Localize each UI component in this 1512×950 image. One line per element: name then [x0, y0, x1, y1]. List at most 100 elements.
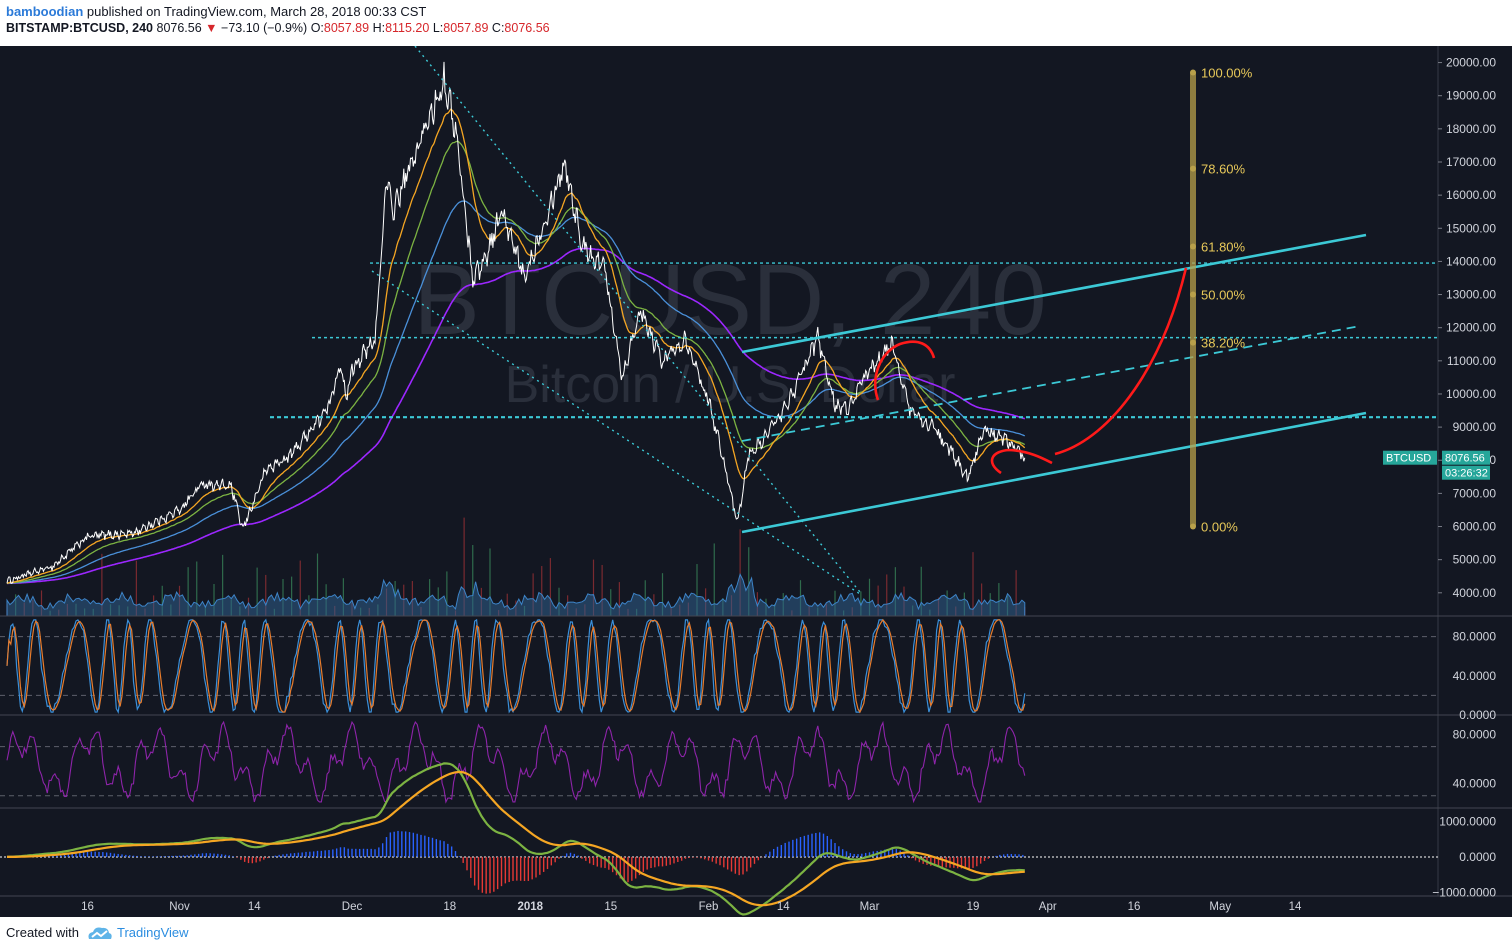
- time-tick-label: 2018: [517, 901, 543, 913]
- ascending-channel-top: [741, 233, 1367, 354]
- open-value: 8057.89: [323, 21, 370, 35]
- published-text: published on TradingView.com, March 28, …: [86, 4, 427, 19]
- chart-header: bamboodian published on TradingView.com,…: [0, 0, 1512, 46]
- time-tick-label: Dec: [342, 901, 363, 913]
- footer-brand-link[interactable]: TradingView: [117, 925, 189, 940]
- macd-tick-label: −1000.0000: [1432, 885, 1496, 899]
- time-tick-label: 14: [248, 901, 261, 913]
- price-tick-label: 16000.00: [1446, 188, 1496, 202]
- rsi-tick-label: 80.0000: [1453, 727, 1497, 741]
- price-tick-label: 18000.00: [1446, 122, 1496, 136]
- fib-level-label: 78.60%: [1201, 162, 1246, 177]
- time-tick-label: Mar: [860, 901, 880, 913]
- low-value: 8057.89: [443, 21, 489, 35]
- price-tick-label: 4000.00: [1453, 586, 1497, 600]
- price-tick-label: 13000.00: [1446, 288, 1496, 302]
- fib-level-marker: [1190, 243, 1196, 250]
- stochastic-tick-label: 40.0000: [1453, 669, 1497, 683]
- price-tick-label: 9000.00: [1453, 420, 1497, 434]
- descending-channel-bottom: [371, 270, 861, 595]
- macd-tick-label: 0.0000: [1459, 850, 1496, 864]
- fib-level-label: 0.00%: [1201, 520, 1238, 535]
- last-price-tag: [1442, 450, 1490, 465]
- time-tick-label: Nov: [169, 901, 190, 913]
- ema-mid-line: [6, 140, 1026, 585]
- price-change: −73.10 (−0.9%): [221, 21, 308, 35]
- rsi-line: [6, 720, 1026, 804]
- fib-level-label: 50.00%: [1201, 288, 1246, 303]
- countdown-tag: [1442, 465, 1490, 480]
- price-axis[interactable]: 4000.005000.006000.007000.008000.009000.…: [1383, 56, 1496, 900]
- time-tick-label: 18: [443, 901, 456, 913]
- stochastic-tick-label: 80.0000: [1453, 630, 1497, 644]
- price-pane[interactable]: 100.00% 78.60% 61.80% 50.00% 38.20% 0.00%: [0, 46, 1512, 897]
- countdown-label: 03:26:32: [1445, 468, 1488, 480]
- volume-ma-area: [6, 573, 1026, 617]
- fib-level-marker: [1190, 165, 1196, 172]
- fib-level-label: 100.00%: [1201, 66, 1253, 81]
- watermark-symbol: BTCUSD, 240: [413, 244, 1047, 356]
- time-axis[interactable]: 16 Nov 14 Dec 18 2018 15 Feb 14 Mar 19 Apr 16 May 14: [81, 901, 1302, 913]
- chart-canvas[interactable]: BTCUSD, 240 Bitcoin / U.S. Dollar 100.00…: [0, 46, 1512, 917]
- time-tick-label: 14: [1289, 901, 1302, 913]
- price-tick-label: 5000.00: [1453, 553, 1497, 567]
- ema-long-line: [6, 247, 1026, 585]
- projection-curve: [1054, 267, 1188, 456]
- top-arc: [873, 340, 936, 401]
- chart-background: [0, 46, 1512, 917]
- high-value: 8115.20: [385, 21, 430, 35]
- close-value: 8076.56: [504, 21, 550, 35]
- last-price-label: 8076.56: [1445, 453, 1485, 465]
- price-tick-label: 11000.00: [1447, 354, 1496, 368]
- price-tick-label: 17000.00: [1446, 155, 1496, 169]
- fib-level-marker: [1190, 339, 1196, 346]
- macd-signal-line: [7, 770, 1025, 907]
- price-tick-label: 15000.00: [1446, 221, 1496, 235]
- time-tick-label: May: [1209, 901, 1231, 913]
- time-tick-label: 16: [1128, 901, 1141, 913]
- price-tick-label: 7000.00: [1453, 486, 1497, 500]
- price-tick-label: 6000.00: [1453, 520, 1497, 534]
- time-tick-label: 19: [967, 901, 980, 913]
- ohlc-line: BITSTAMP:BTCUSD, 240 8076.56 ▼ −73.10 (−…: [6, 21, 550, 35]
- symbol-tag-label: BTCUSD: [1386, 453, 1431, 465]
- symbol-watermark: BTCUSD, 240 Bitcoin / U.S. Dollar: [413, 244, 1047, 414]
- price-tick-label: 14000.00: [1446, 254, 1496, 268]
- fib-level-marker: [1190, 291, 1196, 298]
- ema-fast-line: [6, 108, 1026, 585]
- stochastic-d-line: [6, 618, 1026, 714]
- low-label: L:: [432, 21, 444, 35]
- stochastic-pane[interactable]: [0, 617, 1438, 715]
- time-tick-label: 15: [604, 901, 617, 913]
- rsi-pane[interactable]: [0, 720, 1438, 804]
- author-link[interactable]: bamboodian: [6, 4, 84, 19]
- price-tick-label: 10000.00: [1446, 387, 1496, 401]
- macd-tick-label: 1000.0000: [1439, 814, 1496, 828]
- high-label: H:: [372, 21, 386, 35]
- volume-series: [6, 517, 1026, 617]
- support-arc: [990, 448, 1053, 475]
- tradingview-cloud-icon: [88, 927, 112, 939]
- open-label: O:: [310, 21, 324, 35]
- time-tick-label: Apr: [1039, 901, 1057, 913]
- rsi-tick-label: 40.0000: [1453, 776, 1497, 790]
- fib-level-marker: [1190, 523, 1196, 530]
- fib-level-label: 61.80%: [1201, 239, 1246, 254]
- price-tick-label: 19000.00: [1446, 89, 1496, 103]
- time-tick-label: Feb: [699, 901, 719, 913]
- fib-level-marker: [1190, 69, 1196, 76]
- price-tick-label: 20000.00: [1446, 56, 1496, 70]
- footer-created-label: Created with: [6, 925, 79, 940]
- footer: Created with TradingView: [0, 917, 1512, 950]
- publish-line: bamboodian published on TradingView.com,…: [6, 4, 426, 19]
- ascending-channel-bottom: [741, 411, 1367, 534]
- fib-level-label: 38.20%: [1201, 336, 1246, 351]
- close-label: C:: [491, 21, 505, 35]
- macd-pane[interactable]: [0, 762, 1438, 916]
- stochastic-k-line: [6, 617, 1026, 715]
- stochastic-tick-label: 0.0000: [1459, 708, 1496, 722]
- symbol-tag: [1383, 450, 1437, 465]
- last-price: 8076.56: [156, 21, 202, 35]
- price-line: [6, 61, 1026, 584]
- time-tick-label: 14: [777, 901, 790, 913]
